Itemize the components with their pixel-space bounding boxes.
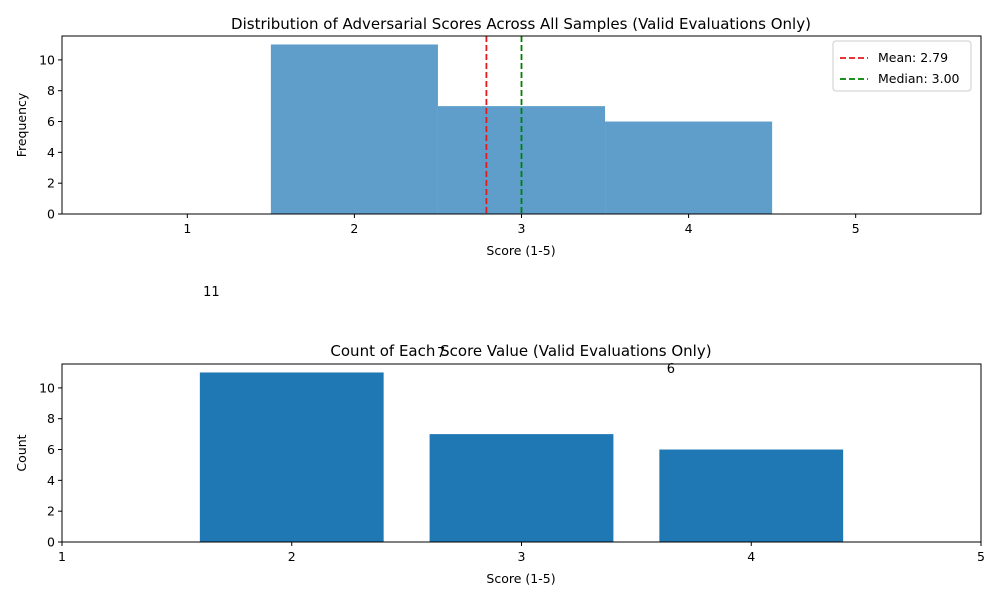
count-bar (429, 434, 614, 542)
histogram-legend: Mean: 2.79 Median: 3.00 (832, 40, 972, 92)
x-tick-label: 5 (852, 221, 860, 236)
x-tick-label: 1 (58, 549, 66, 564)
histogram-axes: 1 2 3 4 5 0 2 4 6 8 10 (39, 35, 982, 236)
x-tick-label: 5 (977, 549, 985, 564)
count-bar (199, 372, 384, 542)
histogram-x-axis-label: Score (1-5) (486, 243, 555, 258)
x-tick-label: 3 (518, 549, 526, 564)
bar-value-label: 7 (437, 346, 445, 361)
y-tick-label: 4 (47, 145, 55, 160)
histogram-y-axis-label: Frequency (14, 92, 29, 157)
count-chart-axes: 1 2 3 4 5 0 2 4 6 8 10 (39, 363, 985, 564)
y-tick-label: 6 (47, 114, 55, 129)
y-tick-label: 2 (47, 504, 55, 519)
legend-median-label: Median: 3.00 (878, 71, 960, 86)
y-tick-label: 8 (47, 411, 55, 426)
histogram-marks (270, 36, 773, 214)
x-tick-label: 4 (747, 549, 755, 564)
y-tick-label: 2 (47, 176, 55, 191)
count-chart-y-axis-label: Count (14, 434, 29, 471)
count-chart-x-axis-label: Score (1-5) (486, 571, 555, 586)
y-tick-label: 6 (47, 442, 55, 457)
count-chart-marks (199, 372, 844, 542)
y-tick-label: 10 (39, 52, 55, 67)
x-tick-label: 2 (350, 221, 358, 236)
y-tick-label: 0 (47, 535, 55, 550)
x-tick-label: 3 (518, 221, 526, 236)
histogram-title: Distribution of Adversarial Scores Acros… (231, 15, 811, 33)
count-chart-title: Count of Each Score Value (Valid Evaluat… (330, 342, 711, 360)
count-bar (659, 449, 844, 542)
y-tick-label: 8 (47, 83, 55, 98)
y-tick-label: 0 (47, 207, 55, 222)
x-tick-label: 2 (288, 549, 296, 564)
count-chart-data-labels: 11 7 6 (203, 285, 675, 377)
y-tick-label: 4 (47, 473, 55, 488)
legend-mean-label: Mean: 2.79 (878, 50, 948, 65)
histogram-bar (605, 121, 773, 214)
count-bar-chart: Count of Each Score Value (Valid Evaluat… (14, 285, 985, 586)
y-tick-label: 10 (39, 380, 55, 395)
x-tick-label: 4 (685, 221, 693, 236)
bar-value-label: 11 (203, 285, 220, 300)
histogram-chart: Distribution of Adversarial Scores Acros… (14, 15, 982, 258)
bar-value-label: 6 (667, 362, 675, 377)
x-tick-label: 1 (183, 221, 191, 236)
histogram-bar (437, 106, 606, 214)
histogram-bar (270, 44, 438, 214)
